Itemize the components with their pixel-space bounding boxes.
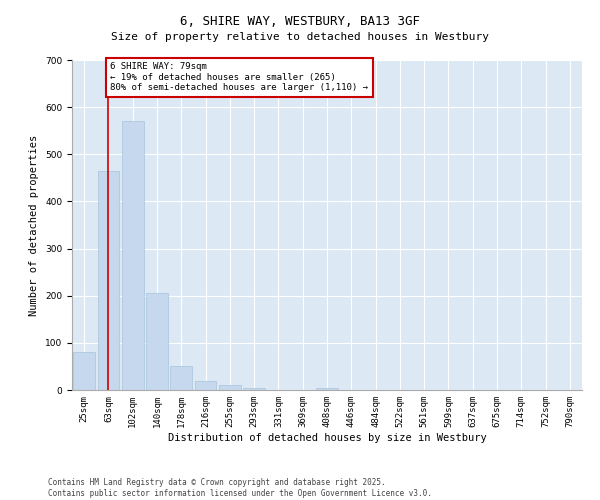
Bar <box>219 386 241 390</box>
Y-axis label: Number of detached properties: Number of detached properties <box>29 134 40 316</box>
Bar <box>243 388 265 390</box>
Bar <box>97 171 119 390</box>
Bar <box>146 294 168 390</box>
Text: Contains HM Land Registry data © Crown copyright and database right 2025.
Contai: Contains HM Land Registry data © Crown c… <box>48 478 432 498</box>
Bar <box>122 122 143 390</box>
Text: 6, SHIRE WAY, WESTBURY, BA13 3GF: 6, SHIRE WAY, WESTBURY, BA13 3GF <box>180 15 420 28</box>
X-axis label: Distribution of detached houses by size in Westbury: Distribution of detached houses by size … <box>167 432 487 442</box>
Bar <box>194 380 217 390</box>
Text: Size of property relative to detached houses in Westbury: Size of property relative to detached ho… <box>111 32 489 42</box>
Bar <box>170 366 192 390</box>
Bar <box>316 388 338 390</box>
Bar <box>73 352 95 390</box>
Text: 6 SHIRE WAY: 79sqm
← 19% of detached houses are smaller (265)
80% of semi-detach: 6 SHIRE WAY: 79sqm ← 19% of detached hou… <box>110 62 368 92</box>
